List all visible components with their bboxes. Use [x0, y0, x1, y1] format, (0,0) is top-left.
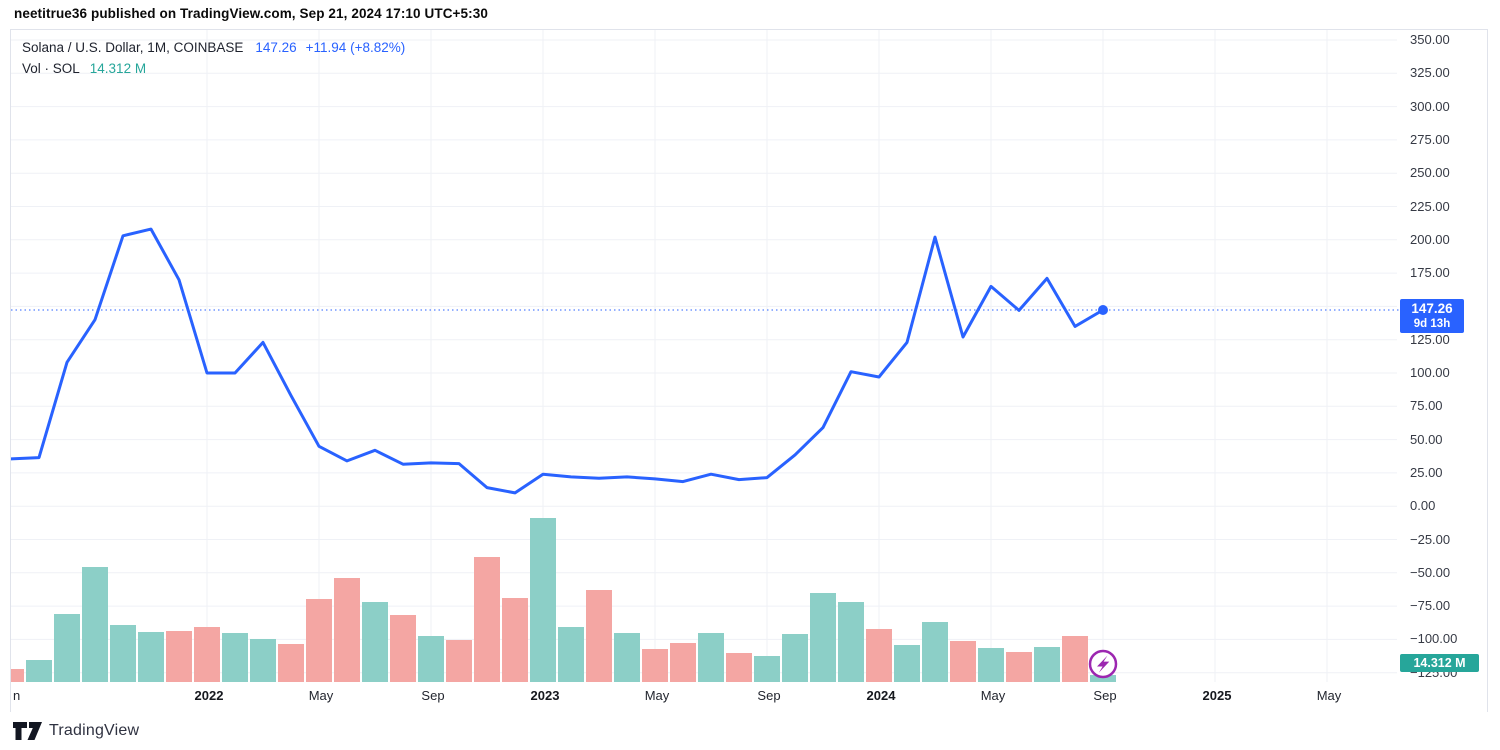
legend-volume-row: Vol · SOL 14.312 M: [22, 58, 405, 79]
volume-bar: [978, 648, 1004, 682]
volume-bar: [502, 598, 528, 682]
attribution-header: neetitrue36 published on TradingView.com…: [14, 6, 488, 21]
time-axis-label: Sep: [1093, 688, 1117, 703]
volume-bar: [11, 669, 24, 682]
time-axis[interactable]: n 2022 May Sep 2023 May Sep 2024 May Sep 2025 May: [11, 682, 1487, 712]
volume-bar: [782, 634, 808, 682]
volume-bar: [894, 645, 920, 682]
last-price-value: 147.26: [1411, 301, 1453, 316]
price-axis-label: −50.00: [1410, 564, 1451, 580]
volume-bar: [950, 641, 976, 682]
price-axis-label: 250.00: [1410, 165, 1450, 181]
volume-bar: [586, 590, 612, 682]
price-axis-label: 275.00: [1410, 131, 1450, 147]
volume-bar: [390, 615, 416, 682]
volume-bar: [250, 639, 276, 682]
volume-bar: [1090, 675, 1116, 682]
volume-bar: [194, 627, 220, 682]
tradingview-logo-icon[interactable]: [13, 721, 43, 742]
time-axis-label: n: [13, 688, 21, 703]
price-axis-label: 200.00: [1410, 231, 1450, 247]
time-axis-label: 2023: [530, 688, 560, 703]
volume-bar: [922, 622, 948, 682]
volume-bar: [82, 567, 108, 682]
volume-bar: [614, 633, 640, 682]
price-axis-label: 175.00: [1410, 265, 1450, 281]
last-price-dot: [1098, 305, 1108, 315]
legend-symbol-row: Solana / U.S. Dollar, 1M, COINBASE 147.26…: [22, 37, 405, 58]
time-axis-label: May: [308, 688, 334, 703]
price-axis-label: 125.00: [1410, 331, 1450, 347]
volume-bar: [726, 653, 752, 682]
price-axis-label: −75.00: [1410, 598, 1451, 614]
volume-bar: [698, 633, 724, 682]
volume-bar: [54, 614, 80, 682]
volume-bar: [670, 643, 696, 682]
bar-countdown: 9d 13h: [1413, 318, 1451, 330]
volume-bar: [1034, 647, 1060, 682]
chart-widget: Solana / U.S. Dollar, 1M, COINBASE 147.26…: [10, 29, 1488, 713]
volume-bar: [446, 640, 472, 682]
logo-seven-shape: [27, 722, 42, 740]
price-axis-label: 225.00: [1410, 198, 1450, 214]
volume-bar: [474, 557, 500, 682]
price-axis-label: −25.00: [1410, 531, 1451, 547]
volume-study-label[interactable]: Vol · SOL: [22, 61, 80, 76]
volume-bar: [418, 636, 444, 682]
price-axis-label: 100.00: [1410, 365, 1450, 380]
price-axis-label: 300.00: [1410, 98, 1450, 114]
flash-bolt-icon: [1097, 655, 1110, 673]
volume-bar: [558, 627, 584, 682]
volume-badge: 14.312 M: [1400, 654, 1479, 672]
price-axis-label: 350.00: [1410, 32, 1450, 47]
price-axis-label: −100.00: [1410, 631, 1458, 647]
time-axis-label: May: [1316, 688, 1342, 703]
footer: TradingView: [0, 712, 1500, 750]
price-axis-label: 0.00: [1410, 498, 1436, 514]
volume-bar: [362, 602, 388, 682]
volume-bar: [26, 660, 52, 682]
volume-bar: [530, 518, 556, 682]
volume-bar: [306, 599, 332, 682]
volume-bar: [166, 631, 192, 682]
tradingview-brand[interactable]: TradingView: [49, 722, 140, 739]
volume-bar: [138, 632, 164, 682]
price-axis-label: 325.00: [1410, 65, 1450, 81]
volume-bar: [642, 649, 668, 682]
volume-bar: [1006, 652, 1032, 682]
time-axis-label: 2024: [866, 688, 896, 703]
volume-value: 14.312 M: [89, 61, 147, 76]
volume-bar: [1062, 636, 1088, 682]
last-price-badge: 147.26 9d 13h: [1400, 299, 1464, 333]
price-axis-label: 75.00: [1410, 398, 1443, 414]
time-axis-label: May: [644, 688, 670, 703]
volume-bar: [110, 625, 136, 682]
price-volume-chart[interactable]: [11, 30, 1487, 712]
volume-bar: [866, 629, 892, 682]
volume-bar: [334, 578, 360, 682]
time-axis-label: Sep: [757, 688, 781, 703]
price-axis-label: 25.00: [1410, 464, 1443, 480]
symbol-title[interactable]: Solana / U.S. Dollar, 1M, COINBASE: [22, 40, 244, 55]
price-axis[interactable]: 350.00 325.00 300.00 275.00 250.00 225.00 200.…: [1399, 30, 1487, 712]
volume-bar: [278, 644, 304, 682]
price-line: [11, 227, 1105, 495]
time-axis-label: 2022: [194, 688, 224, 703]
volume-bar: [754, 656, 780, 682]
legend-last-price: 147.26: [255, 40, 297, 55]
time-axis-label: May: [980, 688, 1006, 703]
time-axis-label: 2025: [1202, 688, 1232, 703]
time-axis-label: Sep: [421, 688, 445, 703]
price-axis-label: 50.00: [1410, 431, 1443, 447]
legend-change: +11.94: [305, 40, 347, 55]
volume-bar: [222, 633, 248, 682]
chart-legend: Solana / U.S. Dollar, 1M, COINBASE 147.26…: [22, 37, 405, 79]
volume-bar: [838, 602, 864, 682]
legend-change-pct: (+8.82%): [350, 40, 406, 55]
volume-bar: [810, 593, 836, 682]
logo-bar-shape: [13, 722, 27, 740]
